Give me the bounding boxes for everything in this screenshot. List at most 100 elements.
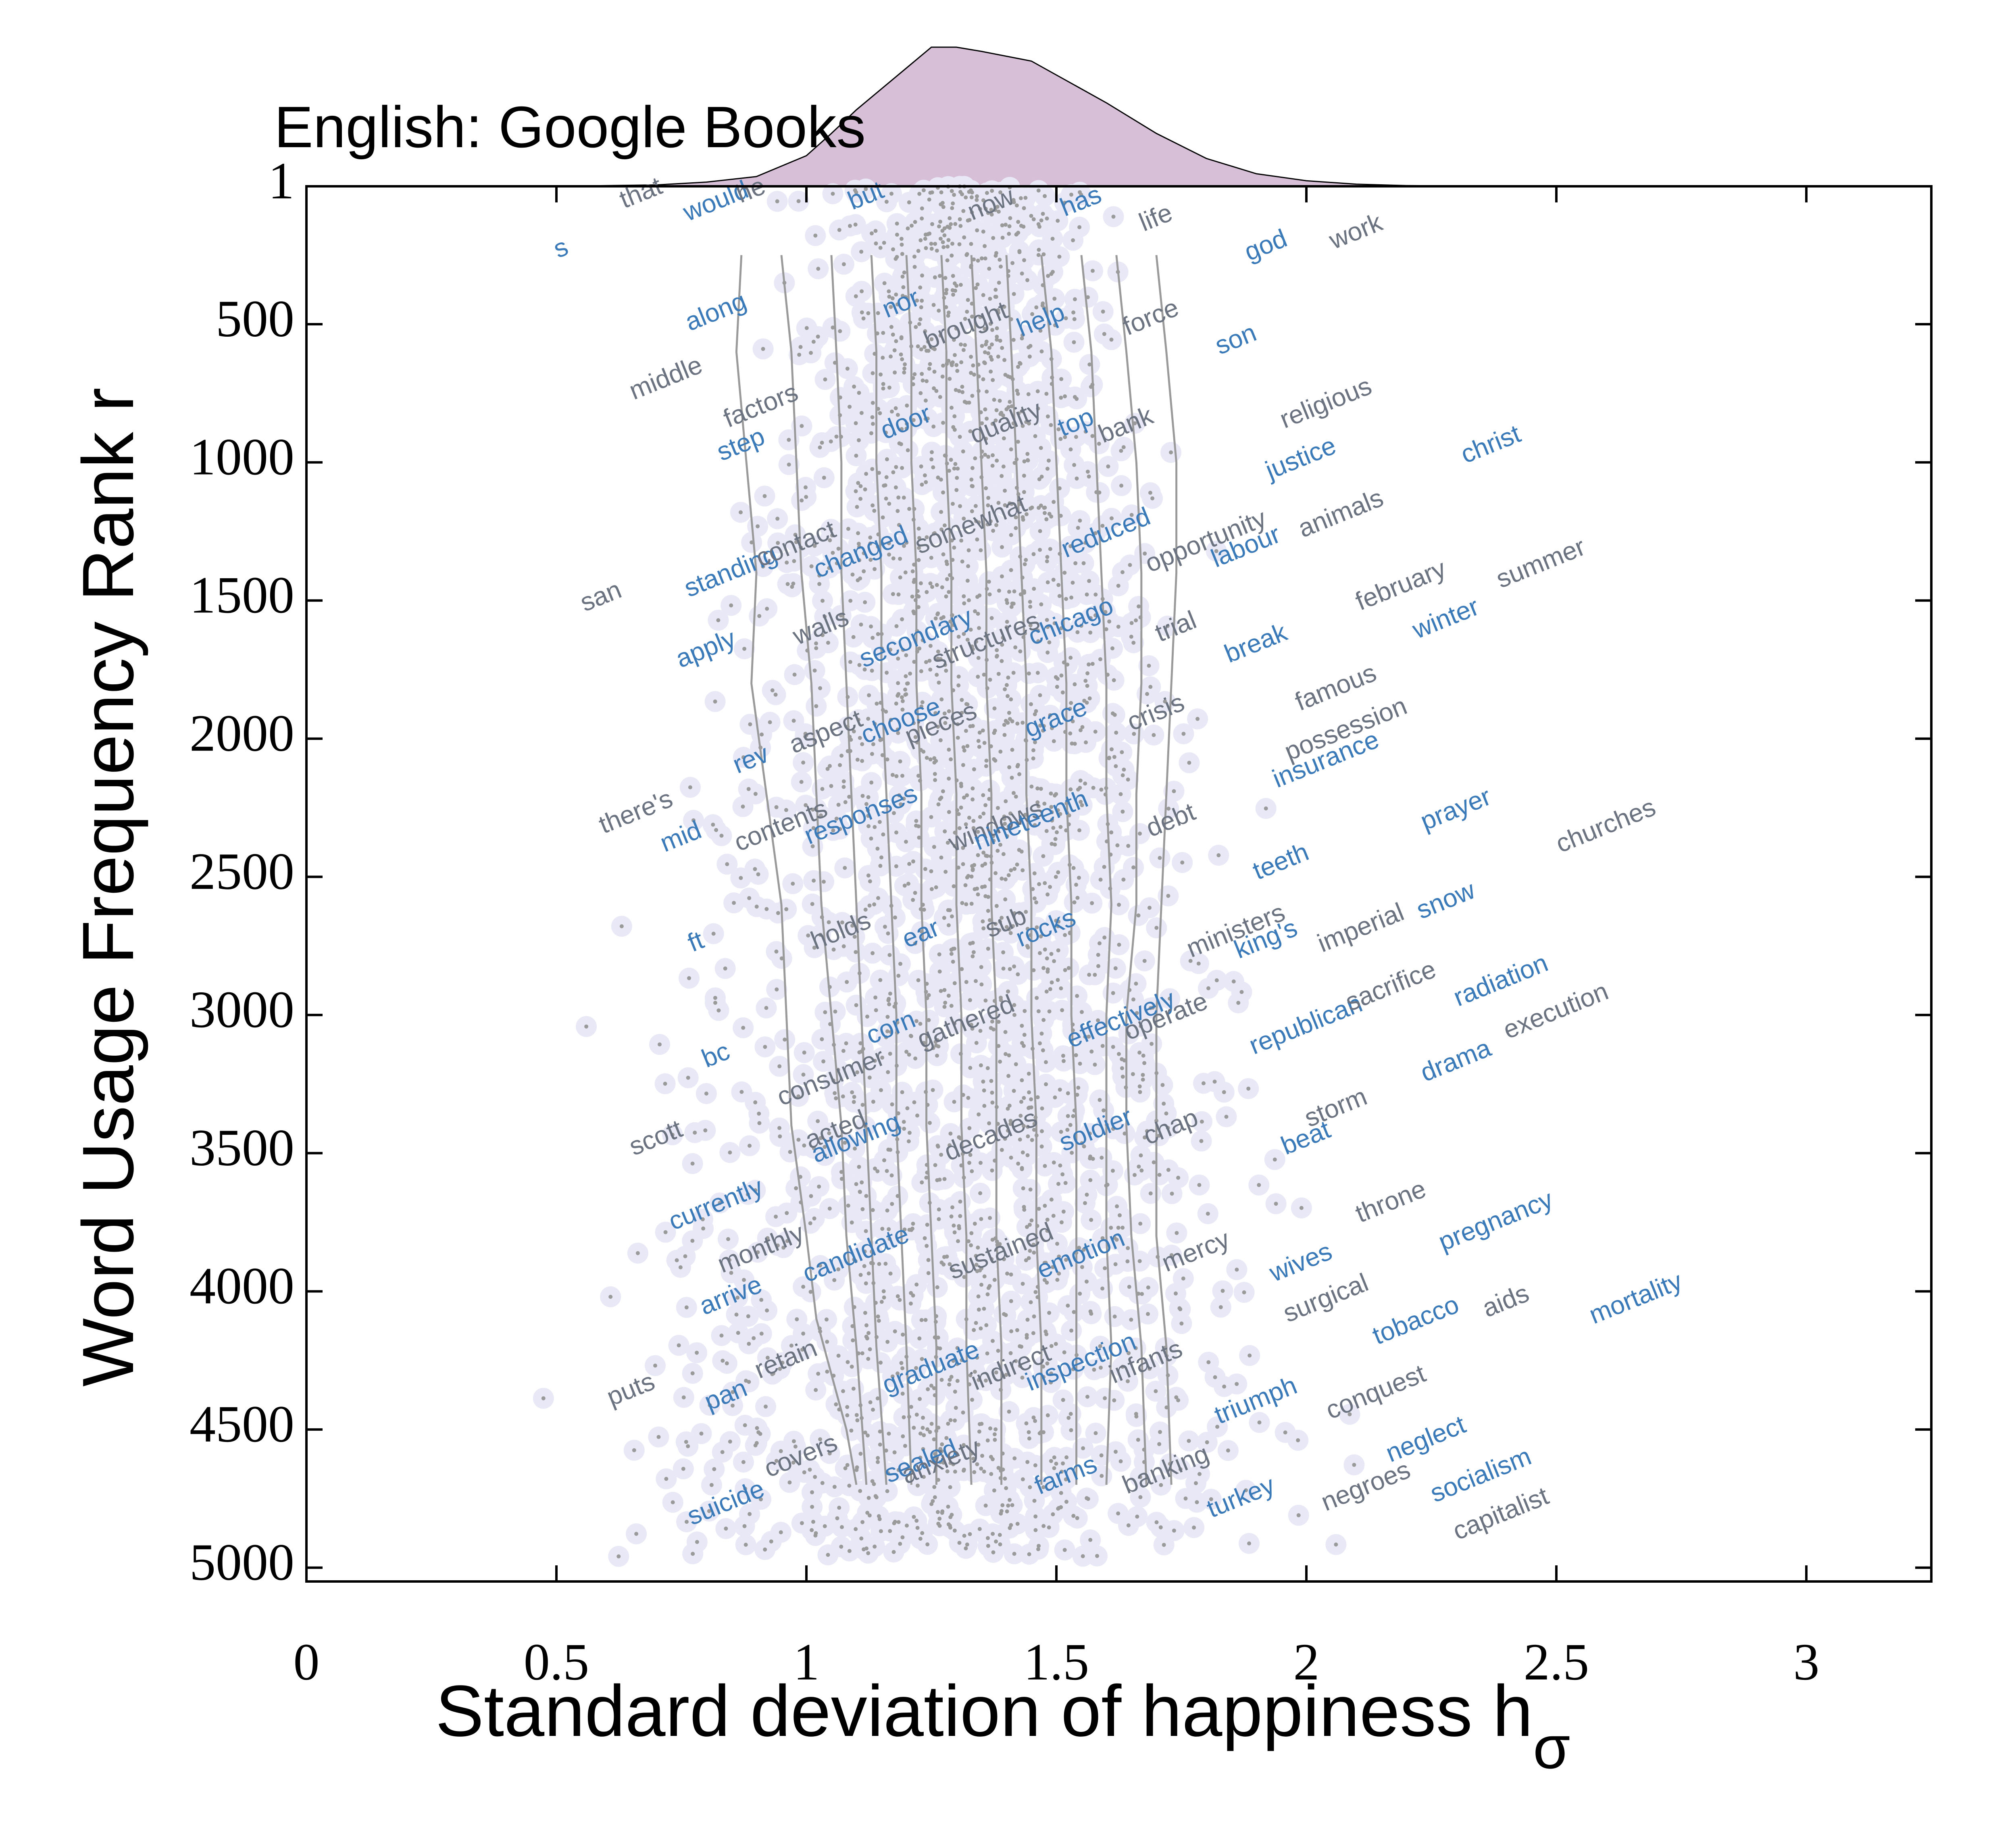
data-point bbox=[1068, 731, 1073, 735]
data-point bbox=[1087, 662, 1091, 667]
data-point bbox=[887, 1002, 891, 1006]
data-point bbox=[834, 1096, 838, 1100]
data-point bbox=[1016, 972, 1020, 977]
data-point bbox=[905, 681, 909, 686]
data-point bbox=[825, 1317, 829, 1322]
data-point bbox=[810, 1490, 814, 1494]
data-point bbox=[970, 1398, 974, 1402]
data-point bbox=[796, 199, 801, 203]
data-point bbox=[939, 190, 943, 194]
data-point bbox=[934, 759, 938, 763]
data-point bbox=[1128, 563, 1132, 567]
data-point bbox=[962, 235, 966, 240]
data-point bbox=[754, 1441, 759, 1445]
data-point bbox=[1112, 1398, 1116, 1402]
data-point bbox=[829, 784, 833, 788]
data-point bbox=[1032, 871, 1037, 875]
data-point bbox=[1088, 1178, 1093, 1182]
data-point bbox=[1004, 1486, 1008, 1490]
data-point bbox=[929, 246, 934, 251]
data-point bbox=[1148, 685, 1153, 689]
data-point bbox=[893, 370, 897, 375]
data-point bbox=[871, 951, 875, 955]
data-point bbox=[1016, 365, 1020, 369]
data-point bbox=[968, 1066, 973, 1070]
data-point bbox=[765, 1308, 769, 1313]
data-point bbox=[951, 274, 955, 278]
data-point bbox=[762, 494, 767, 498]
data-point bbox=[1069, 595, 1074, 600]
data-point bbox=[1033, 1463, 1037, 1467]
data-point bbox=[876, 632, 880, 636]
data-point bbox=[924, 480, 928, 484]
data-point bbox=[944, 291, 948, 296]
data-point bbox=[775, 517, 780, 521]
data-point bbox=[969, 1231, 974, 1236]
data-point bbox=[873, 825, 877, 829]
data-point bbox=[969, 477, 974, 482]
data-point bbox=[1110, 747, 1114, 752]
data-point bbox=[778, 1134, 782, 1139]
data-point bbox=[1038, 1041, 1042, 1046]
data-point bbox=[952, 884, 956, 888]
data-point bbox=[919, 1318, 924, 1322]
data-point bbox=[1008, 216, 1012, 220]
data-point bbox=[987, 579, 991, 584]
data-point bbox=[976, 675, 980, 679]
data-point bbox=[921, 378, 925, 383]
data-point bbox=[1012, 791, 1016, 795]
data-point bbox=[1214, 978, 1219, 983]
data-point bbox=[911, 1221, 915, 1226]
data-point bbox=[874, 241, 878, 246]
data-point bbox=[1120, 1075, 1125, 1079]
data-point bbox=[1062, 1059, 1066, 1063]
data-point bbox=[937, 1207, 941, 1212]
data-point bbox=[1005, 1271, 1009, 1276]
data-point bbox=[936, 1144, 940, 1149]
data-point bbox=[791, 881, 795, 886]
data-point bbox=[949, 1214, 954, 1219]
data-point bbox=[1008, 967, 1012, 971]
data-point bbox=[879, 372, 883, 377]
data-point bbox=[1066, 1416, 1071, 1420]
data-point bbox=[976, 258, 980, 263]
data-point bbox=[914, 1519, 919, 1523]
data-point bbox=[983, 256, 987, 260]
data-point bbox=[886, 931, 890, 936]
data-point bbox=[863, 1311, 867, 1315]
data-point bbox=[1117, 902, 1121, 907]
data-point bbox=[877, 1319, 881, 1323]
data-point bbox=[1174, 1395, 1179, 1400]
data-point bbox=[1099, 788, 1104, 792]
data-point bbox=[1076, 1086, 1081, 1090]
data-point bbox=[753, 1100, 758, 1104]
data-point bbox=[1069, 1328, 1074, 1333]
data-point bbox=[860, 742, 864, 746]
data-point bbox=[1299, 1206, 1304, 1210]
data-point bbox=[1115, 1204, 1119, 1208]
data-point bbox=[939, 510, 943, 514]
data-point bbox=[1194, 1481, 1198, 1486]
data-point bbox=[1024, 558, 1028, 562]
data-point bbox=[796, 1138, 801, 1142]
data-point bbox=[1006, 721, 1010, 725]
data-point bbox=[1064, 1500, 1068, 1504]
data-point bbox=[1049, 952, 1054, 956]
data-point bbox=[741, 1460, 746, 1464]
data-point bbox=[754, 904, 759, 909]
data-point bbox=[900, 1535, 905, 1540]
data-point bbox=[821, 598, 825, 603]
data-point bbox=[937, 1517, 942, 1521]
data-point bbox=[962, 400, 967, 404]
data-point bbox=[938, 237, 943, 241]
data-point bbox=[1032, 896, 1037, 900]
data-point bbox=[917, 1336, 922, 1341]
data-point bbox=[843, 800, 848, 804]
data-point bbox=[890, 1102, 894, 1106]
data-point bbox=[974, 1041, 979, 1045]
data-point bbox=[1001, 967, 1006, 971]
data-point bbox=[1148, 1191, 1153, 1196]
data-point bbox=[1000, 1148, 1004, 1152]
data-point bbox=[1088, 1309, 1093, 1314]
data-point bbox=[866, 1331, 871, 1335]
